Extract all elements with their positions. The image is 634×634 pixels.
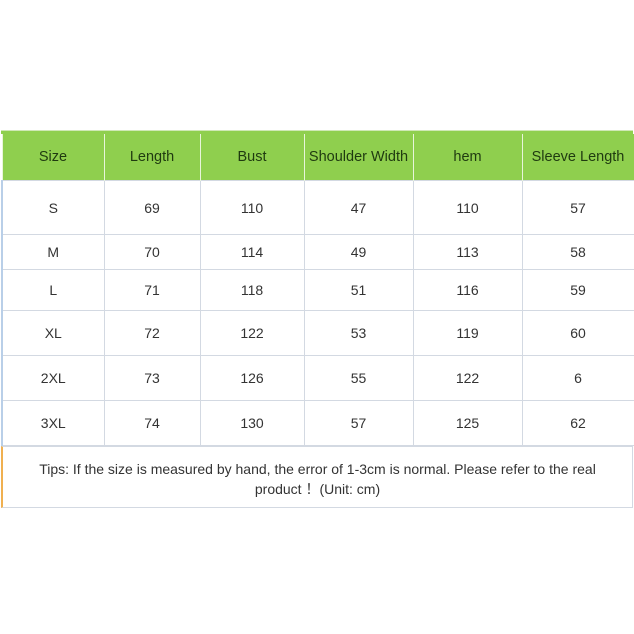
table-cell: 55 — [303, 355, 414, 401]
table-cell: 122 — [199, 310, 305, 356]
column-header: Shoulder Width — [303, 134, 414, 181]
table-cell: 3XL — [1, 400, 105, 446]
header-top-line — [1, 130, 633, 134]
table-cell: L — [1, 269, 105, 311]
table-cell: 51 — [303, 269, 414, 311]
size-chart: Size Length Bust Shoulder Width hem Sleeve Le… — [1, 130, 634, 508]
table-cell: 57 — [303, 400, 414, 446]
table-cell: XL — [1, 310, 105, 356]
column-header: Bust — [199, 134, 305, 181]
table-cell: 73 — [103, 355, 201, 401]
table-cell: 130 — [199, 400, 305, 446]
table-cell: 53 — [303, 310, 414, 356]
tips-note: Tips: If the size is measured by hand, t… — [1, 446, 633, 508]
table-cell: S — [1, 180, 105, 235]
table-cell: 58 — [521, 234, 634, 270]
header-row: Size Length Bust Shoulder Width hem Sleeve Le… — [1, 134, 634, 181]
table-cell: 74 — [103, 400, 201, 446]
table-row: L 71 118 51 116 59 — [1, 269, 634, 311]
table-row: M 70 114 49 113 58 — [1, 234, 634, 270]
table-cell: 47 — [303, 180, 414, 235]
table-row: 2XL 73 126 55 122 6 — [1, 355, 634, 401]
table-cell: M — [1, 234, 105, 270]
column-header: Size — [1, 134, 105, 181]
table-cell: 116 — [412, 269, 523, 311]
table-cell: 2XL — [1, 355, 105, 401]
table-row: S 69 110 47 110 57 — [1, 180, 634, 235]
table-cell: 71 — [103, 269, 201, 311]
table-cell: 70 — [103, 234, 201, 270]
table-cell: 60 — [521, 310, 634, 356]
table-cell: 113 — [412, 234, 523, 270]
table-row: 3XL 74 130 57 125 62 — [1, 400, 634, 446]
column-header: hem — [412, 134, 523, 181]
table-cell: 59 — [521, 269, 634, 311]
table-cell: 110 — [199, 180, 305, 235]
table-cell: 62 — [521, 400, 634, 446]
table-cell: 110 — [412, 180, 523, 235]
column-header: Length — [103, 134, 201, 181]
table-cell: 57 — [521, 180, 634, 235]
table-cell: 49 — [303, 234, 414, 270]
table-row: XL 72 122 53 119 60 — [1, 310, 634, 356]
table-cell: 72 — [103, 310, 201, 356]
table-cell: 118 — [199, 269, 305, 311]
size-table: Size Length Bust Shoulder Width hem Sleeve Le… — [1, 134, 634, 446]
table-cell: 6 — [521, 355, 634, 401]
table-cell: 126 — [199, 355, 305, 401]
table-cell: 69 — [103, 180, 201, 235]
table-cell: 114 — [199, 234, 305, 270]
table-cell: 122 — [412, 355, 523, 401]
table-cell: 125 — [412, 400, 523, 446]
table-cell: 119 — [412, 310, 523, 356]
column-header: Sleeve Length — [521, 134, 634, 181]
